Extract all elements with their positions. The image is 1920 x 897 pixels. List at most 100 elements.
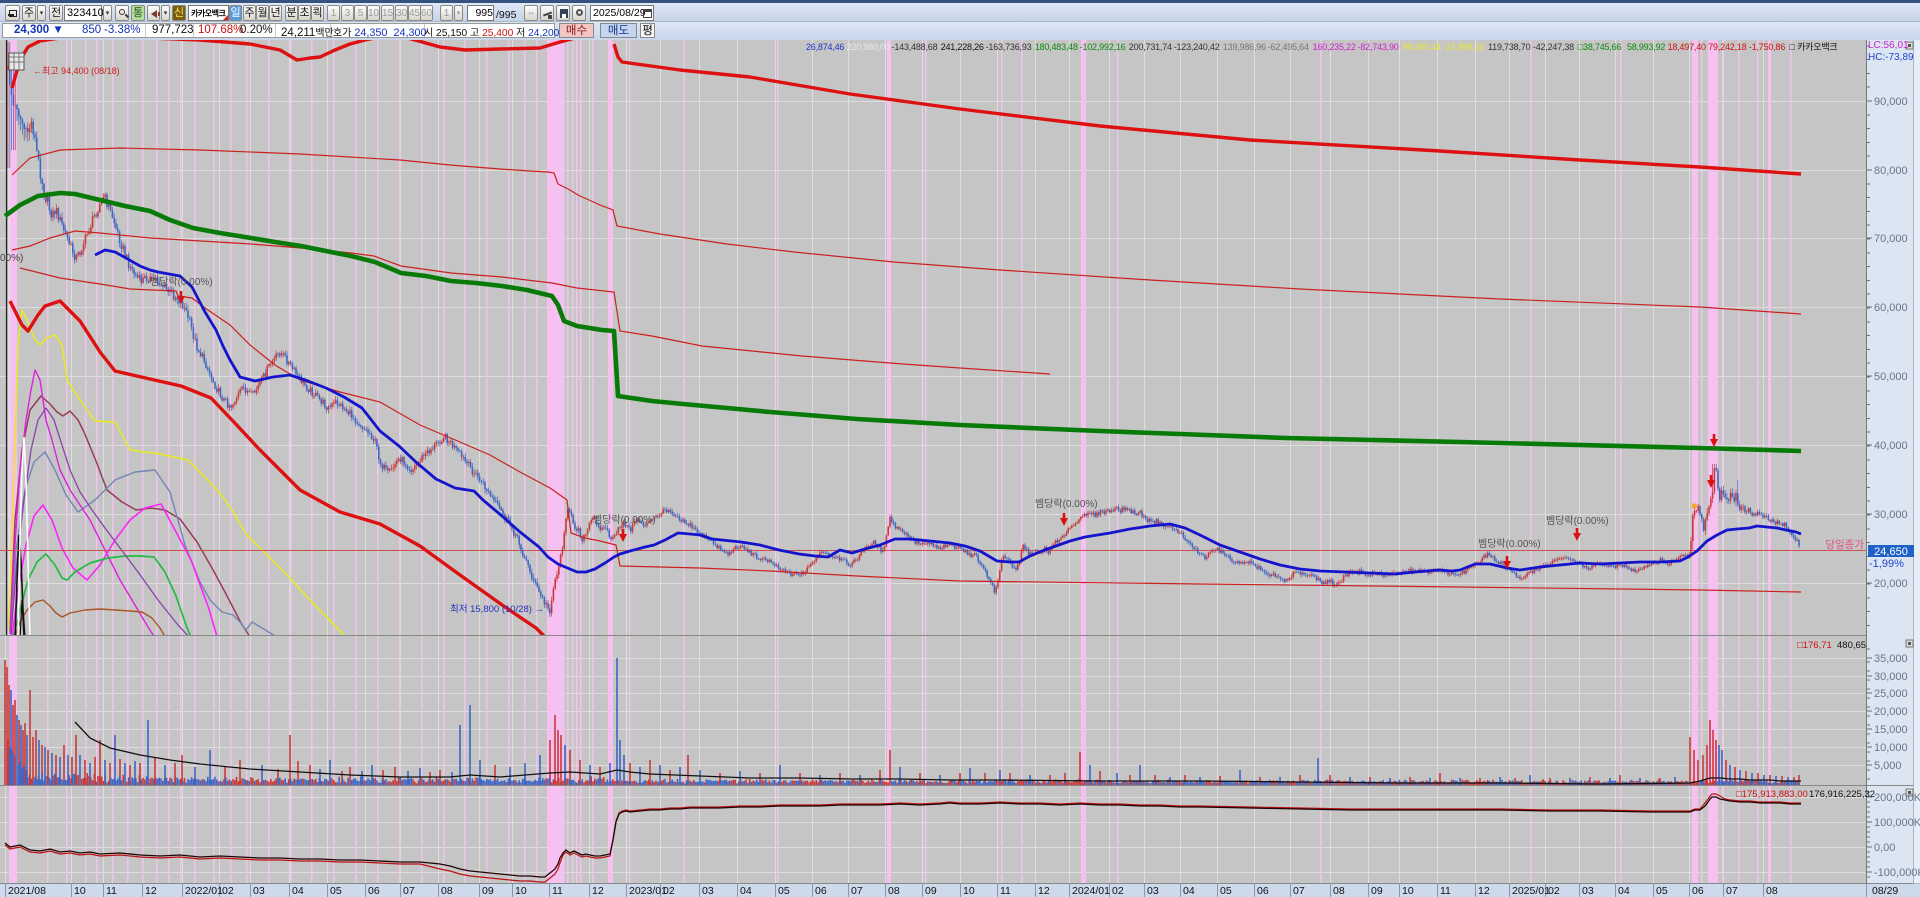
svg-text:05: 05	[1656, 885, 1668, 897]
svg-text:139,986,96: 139,986,96	[1223, 42, 1266, 52]
svg-text:11: 11	[106, 885, 117, 897]
svg-text:-143,488,68: -143,488,68	[892, 42, 938, 52]
svg-text:60,000: 60,000	[1874, 302, 1908, 314]
svg-text:09: 09	[925, 885, 937, 897]
svg-text:30,000: 30,000	[1874, 509, 1908, 521]
svg-text:-1,99%: -1,99%	[1869, 558, 1904, 570]
svg-text:←최고 94,400 (08/18): ←최고 94,400 (08/18)	[33, 66, 120, 76]
svg-text:09: 09	[482, 885, 494, 897]
svg-text:08: 08	[1333, 885, 1345, 897]
svg-text:99,490,44: 99,490,44	[1402, 42, 1440, 52]
svg-text:40,000: 40,000	[1874, 440, 1908, 452]
svg-text:08: 08	[888, 885, 900, 897]
svg-text:10: 10	[963, 885, 975, 897]
svg-text:04: 04	[1183, 885, 1195, 897]
svg-text:LC:56,01: LC:56,01	[1868, 40, 1909, 51]
svg-text:24,650: 24,650	[1874, 546, 1908, 558]
svg-text:당일종가: 당일종가	[1825, 538, 1864, 551]
svg-text:2025/01: 2025/01	[1512, 885, 1550, 897]
svg-text:11: 11	[552, 885, 563, 897]
svg-text:26,874,46: 26,874,46	[806, 42, 844, 52]
svg-text:04: 04	[740, 885, 752, 897]
svg-text:12: 12	[145, 885, 157, 897]
svg-text:06: 06	[1257, 885, 1269, 897]
svg-text:벰당락(0.00%): 벰당락(0.00%)	[1546, 515, 1609, 527]
svg-text:07: 07	[403, 885, 415, 897]
svg-text:79,242,18: 79,242,18	[1708, 42, 1746, 52]
svg-text:10,000: 10,000	[1874, 742, 1908, 754]
svg-text:25,000: 25,000	[1874, 688, 1908, 700]
svg-text:-123,240,42: -123,240,42	[1174, 42, 1220, 52]
svg-text:-42,247,38: -42,247,38	[1533, 42, 1574, 52]
svg-text:2021/08: 2021/08	[8, 885, 46, 897]
svg-text:2024/01: 2024/01	[1072, 885, 1110, 897]
svg-text:200,731,74: 200,731,74	[1129, 42, 1172, 52]
svg-text:□176,71: □176,71	[1797, 640, 1832, 651]
svg-text:70,000: 70,000	[1874, 233, 1908, 245]
svg-text:05: 05	[330, 885, 342, 897]
svg-text:03: 03	[1147, 885, 1159, 897]
svg-text:04: 04	[1618, 885, 1630, 897]
svg-text:220,980,00: 220,980,00	[847, 42, 890, 52]
svg-text:180,483,48: 180,483,48	[1035, 42, 1078, 52]
svg-text:03: 03	[702, 885, 714, 897]
svg-text:05: 05	[1220, 885, 1232, 897]
svg-text:12: 12	[1038, 885, 1050, 897]
svg-text:176,916,225,32: 176,916,225,32	[1809, 789, 1875, 800]
svg-text:200,000K: 200,000K	[1874, 792, 1920, 804]
svg-text:0,00: 0,00	[1874, 842, 1895, 854]
svg-text:-1,750,86: -1,750,86	[1749, 42, 1785, 52]
svg-text:벰당락(0.00%): 벰당락(0.00%)	[593, 514, 656, 526]
svg-text:2022/01: 2022/01	[185, 885, 223, 897]
svg-text:03: 03	[253, 885, 265, 897]
svg-text:02: 02	[1548, 885, 1560, 897]
svg-text:119,738,70: 119,738,70	[1488, 42, 1531, 52]
svg-text:10: 10	[1402, 885, 1414, 897]
svg-text:-21,999,16: -21,999,16	[1443, 42, 1484, 52]
svg-text:06: 06	[815, 885, 827, 897]
svg-text:480,65: 480,65	[1837, 640, 1866, 651]
svg-text:-163,736,93: -163,736,93	[986, 42, 1032, 52]
svg-text:□ 카카오백크: □ 카카오백크	[1790, 42, 1838, 52]
svg-text:12: 12	[1478, 885, 1490, 897]
svg-text:벰당락(0.00%): 벰당락(0.00%)	[1478, 538, 1541, 550]
svg-text:00%): 00%)	[0, 253, 23, 264]
svg-text:HC:-73,89: HC:-73,89	[1868, 52, 1914, 63]
svg-text:-102,992,16: -102,992,16	[1080, 42, 1126, 52]
svg-text:03: 03	[1582, 885, 1594, 897]
svg-text:10: 10	[74, 885, 86, 897]
svg-text:07: 07	[851, 885, 863, 897]
svg-text:최저 15,800 (10/28) →: 최저 15,800 (10/28) →	[450, 604, 544, 615]
svg-text:2023/01: 2023/01	[629, 885, 667, 897]
svg-text:05: 05	[778, 885, 790, 897]
svg-text:90,000: 90,000	[1874, 96, 1908, 108]
svg-text:06: 06	[368, 885, 380, 897]
svg-text:벰당락(0.00%): 벰당락(0.00%)	[150, 276, 213, 288]
svg-text:100,000K: 100,000K	[1874, 817, 1920, 829]
svg-text:20,000: 20,000	[1874, 578, 1908, 590]
svg-text:58,993,92: 58,993,92	[1627, 42, 1665, 52]
svg-text:02: 02	[222, 885, 234, 897]
svg-text:-82,743,90: -82,743,90	[1358, 42, 1399, 52]
svg-text:18,497,40: 18,497,40	[1668, 42, 1706, 52]
svg-text:160,235,22: 160,235,22	[1313, 42, 1356, 52]
svg-text:12: 12	[592, 885, 604, 897]
svg-text:04: 04	[292, 885, 304, 897]
svg-text:□38,745,66: □38,745,66	[1578, 42, 1622, 52]
svg-text:02: 02	[1112, 885, 1124, 897]
svg-text:35,000: 35,000	[1874, 653, 1908, 665]
svg-text:80,000: 80,000	[1874, 165, 1908, 177]
svg-text:20,000: 20,000	[1874, 706, 1908, 718]
svg-text:50,000: 50,000	[1874, 371, 1908, 383]
svg-text:15,000: 15,000	[1874, 724, 1908, 736]
svg-text:07: 07	[1726, 885, 1738, 897]
svg-text:30,000: 30,000	[1874, 671, 1908, 683]
svg-text:11: 11	[1000, 885, 1011, 897]
svg-text:08/29: 08/29	[1872, 885, 1898, 897]
svg-text:241,228,26: 241,228,26	[941, 42, 984, 52]
svg-text:-100,000K: -100,000K	[1874, 867, 1920, 879]
svg-text:08: 08	[441, 885, 453, 897]
svg-text:5,000: 5,000	[1874, 760, 1902, 772]
svg-text:벰당락(0.00%): 벰당락(0.00%)	[1035, 498, 1098, 510]
svg-text:11: 11	[1440, 885, 1451, 897]
